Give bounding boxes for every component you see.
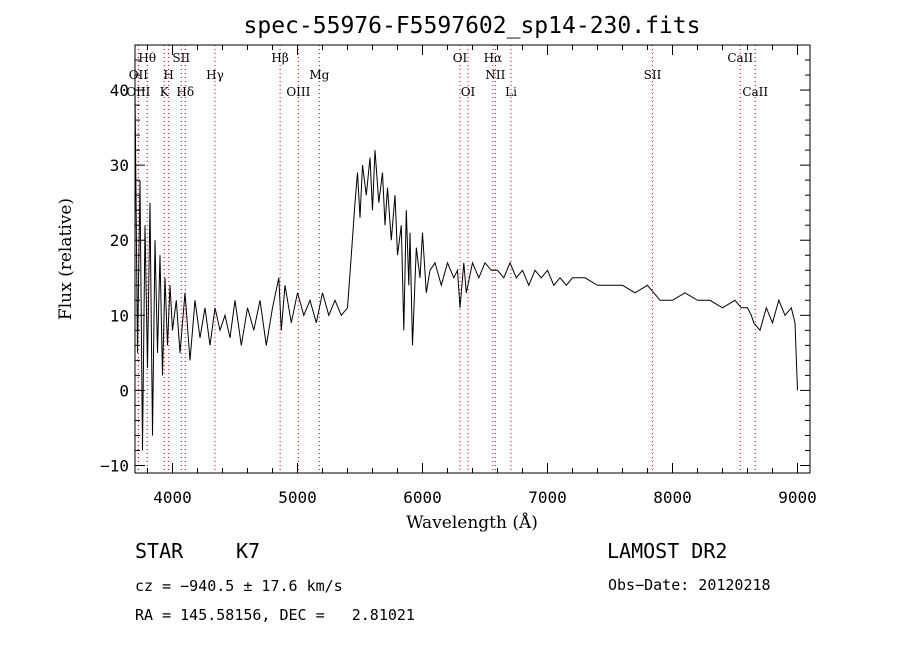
line-label: OI: [461, 85, 476, 99]
y-tick-label: 10: [110, 306, 129, 325]
x-axis-label: Wavelength (Å): [406, 512, 538, 533]
redshift-cz: cz = −940.5 ± 17.6 km/s: [135, 577, 343, 595]
subclass: K7: [236, 539, 260, 563]
plot-area: [134, 90, 798, 451]
y-axis-label: Flux (relative): [56, 198, 76, 320]
y-tick-label: 20: [110, 231, 129, 250]
x-tick-label: 4000: [153, 488, 192, 507]
x-tick-label: 9000: [778, 488, 817, 507]
x-tick-label: 5000: [278, 488, 317, 507]
y-tick-label: 40: [110, 81, 129, 100]
survey-name: LAMOST DR2: [607, 539, 727, 563]
line-label: K: [160, 85, 170, 99]
obs-date: Obs−Date: 20120218: [608, 576, 771, 594]
x-tick-label: 7000: [528, 488, 567, 507]
chart-title: spec-55976-F5597602_sp14-230.fits: [244, 13, 701, 39]
x-tick-label: 6000: [403, 488, 442, 507]
line-label: Li: [505, 85, 517, 99]
line-label: CaII: [727, 51, 753, 65]
line-label: Hδ: [176, 85, 194, 99]
x-tick-label: 8000: [653, 488, 692, 507]
line-label: CaII: [742, 85, 768, 99]
y-tick-label: 0: [119, 381, 129, 400]
line-label: NII: [485, 68, 505, 82]
line-label: Hβ: [271, 51, 288, 65]
line-label: SII: [644, 68, 662, 82]
y-tick-label: −10: [100, 456, 129, 475]
line-label: SII: [172, 51, 190, 65]
line-label: OIII: [126, 85, 150, 99]
spectrum-series-line: [134, 90, 798, 451]
line-label: Mg: [309, 68, 329, 82]
object-class: STAR: [135, 539, 184, 563]
y-axis: −10 0 10 20 30 40: [100, 59, 810, 475]
y-tick-label: 30: [110, 156, 129, 175]
plot-frame: [134, 44, 811, 474]
line-label: H: [163, 68, 173, 82]
line-label: Hθ: [138, 51, 156, 65]
coordinates: RA = 145.58156, DEC = 2.81021: [135, 606, 415, 624]
line-markers: [137, 45, 756, 473]
x-axis: 4000 5000 6000 7000 8000 9000: [147, 45, 817, 507]
line-label: OIII: [286, 85, 310, 99]
line-label: Hγ: [206, 68, 224, 82]
line-label: OI: [453, 51, 468, 65]
line-label: Hα: [484, 51, 503, 65]
